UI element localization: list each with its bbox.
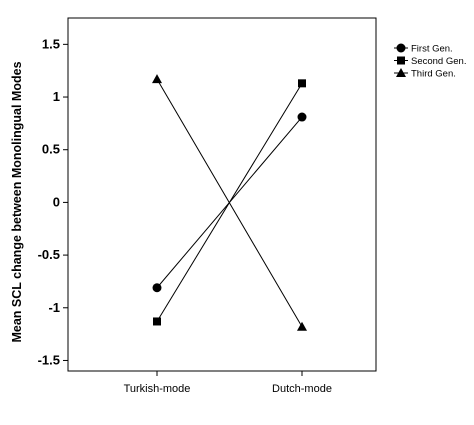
x-tick-label: Dutch-mode (272, 383, 332, 395)
data-point (297, 112, 307, 122)
y-tick-label: -1.5 (38, 352, 60, 367)
data-point (298, 79, 306, 88)
legend-label: First Gen. (411, 44, 453, 55)
x-tick-label: Turkish-mode (124, 383, 191, 395)
data-point (152, 74, 162, 84)
y-tick-label: 1 (53, 89, 60, 104)
y-axis-label: Mean SCL change between Monolingual Mode… (10, 61, 24, 342)
y-tick-label: 0.5 (42, 142, 60, 157)
legend-label: Third Gen. (411, 69, 456, 80)
legend-marker (397, 56, 405, 65)
data-point (153, 317, 161, 326)
legend-label: Second Gen. (411, 56, 466, 67)
legend-marker (396, 43, 406, 53)
y-tick-label: -1 (48, 300, 60, 315)
legend-marker (396, 68, 406, 77)
y-tick-label: 1.5 (42, 36, 60, 51)
data-point (297, 321, 307, 331)
y-tick-label: 0 (53, 194, 60, 209)
plot-frame (67, 17, 377, 372)
data-point (152, 283, 162, 293)
series-line (156, 78, 303, 327)
y-tick-label: -0.5 (38, 247, 60, 262)
